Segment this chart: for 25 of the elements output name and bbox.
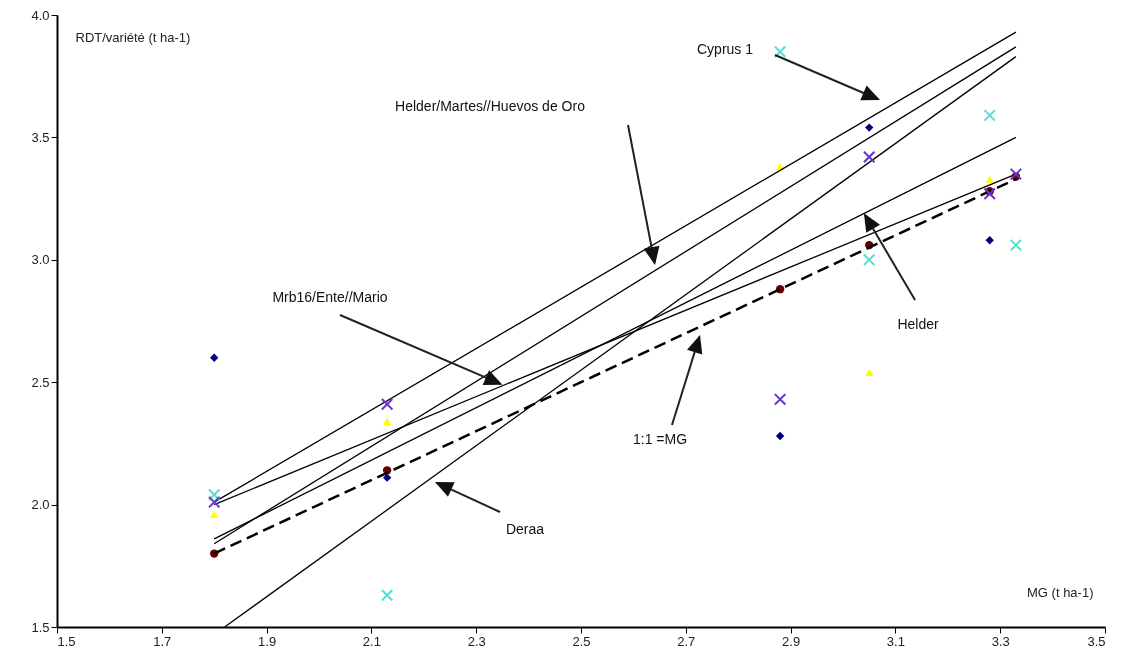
x-tick-label: 1.9 (258, 633, 277, 649)
y-tick-label: 4.0 (31, 7, 50, 23)
y-tick-label: 2.5 (31, 374, 50, 390)
x-tick-label: 1.7 (153, 633, 172, 649)
annotation: Deraa (505, 520, 545, 537)
x-tick-label: 2.3 (467, 633, 486, 649)
x-tick-label: 2.1 (362, 633, 381, 649)
x-tick-label: 3.1 (886, 633, 905, 649)
y-tick-label: 2.0 (31, 497, 50, 513)
x-tick-label: 1.5 (57, 633, 76, 649)
x-axis-title: MG (t ha-1) (1027, 584, 1094, 600)
x-tick-label: 2.9 (782, 633, 801, 649)
y-tick-label: 3.5 (31, 129, 50, 145)
x-tick-label: 3.5 (1087, 633, 1106, 649)
annotation: Mrb16/Ente//Mario (272, 288, 388, 305)
y-tick-label: 1.5 (31, 619, 50, 635)
annotation: Helder (897, 315, 939, 332)
annotation: Cyprus 1 (696, 40, 754, 57)
y-axis-title: RDT/variété (t ha-1) (75, 29, 191, 45)
x-tick-label: 2.5 (572, 633, 591, 649)
x-tick-label: 2.7 (677, 633, 696, 649)
annotation: 1:1 =MG (632, 430, 688, 447)
annotation: Helder/Martes//Huevos de Oro (395, 97, 586, 114)
x-tick-label: 3.3 (991, 633, 1010, 649)
y-tick-label: 3.0 (31, 252, 50, 268)
